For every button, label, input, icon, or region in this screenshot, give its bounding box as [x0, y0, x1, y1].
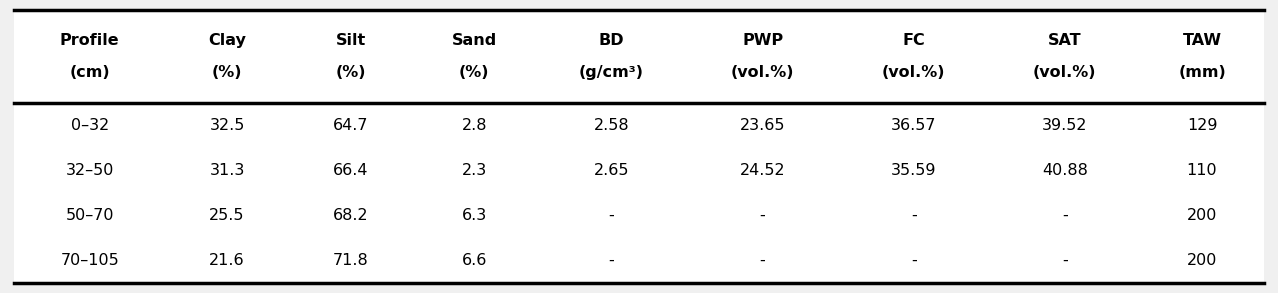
Text: 70–105: 70–105: [60, 253, 119, 268]
Text: 129: 129: [1187, 118, 1218, 133]
Text: 71.8: 71.8: [332, 253, 368, 268]
Text: 35.59: 35.59: [891, 163, 937, 178]
Text: Profile: Profile: [60, 33, 119, 48]
Text: -: -: [1062, 208, 1067, 223]
Text: FC: FC: [902, 33, 925, 48]
Text: Silt: Silt: [336, 33, 366, 48]
Text: (cm): (cm): [69, 65, 110, 80]
Text: -: -: [759, 253, 766, 268]
Text: 6.6: 6.6: [461, 253, 487, 268]
Text: 2.3: 2.3: [461, 163, 487, 178]
Text: Clay: Clay: [208, 33, 245, 48]
Text: -: -: [759, 208, 766, 223]
Text: 2.8: 2.8: [461, 118, 487, 133]
Text: -: -: [608, 208, 615, 223]
Text: TAW: TAW: [1182, 33, 1222, 48]
Text: 200: 200: [1187, 253, 1217, 268]
Text: (mm): (mm): [1178, 65, 1226, 80]
Text: (g/cm³): (g/cm³): [579, 65, 644, 80]
Text: 64.7: 64.7: [332, 118, 368, 133]
Text: 6.3: 6.3: [461, 208, 487, 223]
Text: 68.2: 68.2: [332, 208, 368, 223]
Text: PWP: PWP: [743, 33, 783, 48]
Text: -: -: [608, 253, 615, 268]
Text: 39.52: 39.52: [1042, 118, 1088, 133]
Text: (%): (%): [212, 65, 243, 80]
Text: 32–50: 32–50: [65, 163, 114, 178]
Text: 50–70: 50–70: [65, 208, 114, 223]
Text: 32.5: 32.5: [210, 118, 244, 133]
Text: (vol.%): (vol.%): [731, 65, 795, 80]
Text: -: -: [911, 208, 916, 223]
Text: -: -: [911, 253, 916, 268]
Text: 2.58: 2.58: [594, 118, 629, 133]
Text: 24.52: 24.52: [740, 163, 786, 178]
Text: (%): (%): [459, 65, 489, 80]
Text: (vol.%): (vol.%): [1033, 65, 1097, 80]
Text: 40.88: 40.88: [1042, 163, 1088, 178]
Text: (vol.%): (vol.%): [882, 65, 946, 80]
Text: 25.5: 25.5: [210, 208, 245, 223]
Text: (%): (%): [335, 65, 366, 80]
Text: 2.65: 2.65: [594, 163, 629, 178]
Text: 31.3: 31.3: [210, 163, 244, 178]
Text: -: -: [1062, 253, 1067, 268]
Text: BD: BD: [598, 33, 625, 48]
Text: 0–32: 0–32: [70, 118, 109, 133]
Text: 36.57: 36.57: [891, 118, 937, 133]
Text: Sand: Sand: [451, 33, 497, 48]
Text: SAT: SAT: [1048, 33, 1081, 48]
Text: 66.4: 66.4: [332, 163, 368, 178]
Text: 110: 110: [1187, 163, 1218, 178]
Text: 200: 200: [1187, 208, 1217, 223]
Text: 21.6: 21.6: [210, 253, 245, 268]
Text: 23.65: 23.65: [740, 118, 786, 133]
